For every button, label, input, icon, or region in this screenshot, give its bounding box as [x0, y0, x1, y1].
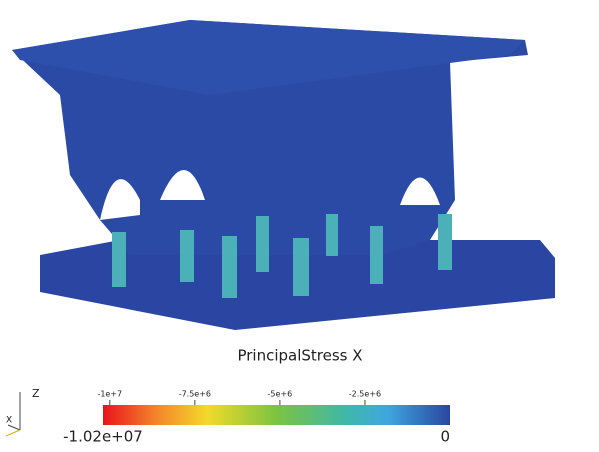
axes-triad: Z X	[5, 387, 40, 437]
scalar-bar-title: PrincipalStress X	[237, 347, 362, 365]
tick-label: -2.5e+6	[349, 390, 381, 399]
model	[12, 20, 555, 330]
axis-label-x: X	[6, 416, 12, 426]
axis-label-z: Z	[32, 387, 40, 400]
range-label: -1.02e+07	[63, 428, 143, 446]
range-label: 0	[440, 428, 450, 446]
color-bar	[103, 405, 450, 425]
tick-label: -7.5e+6	[179, 390, 211, 399]
tick-label: -5e+6	[268, 390, 293, 399]
tick-label: -1e+7	[97, 390, 122, 399]
